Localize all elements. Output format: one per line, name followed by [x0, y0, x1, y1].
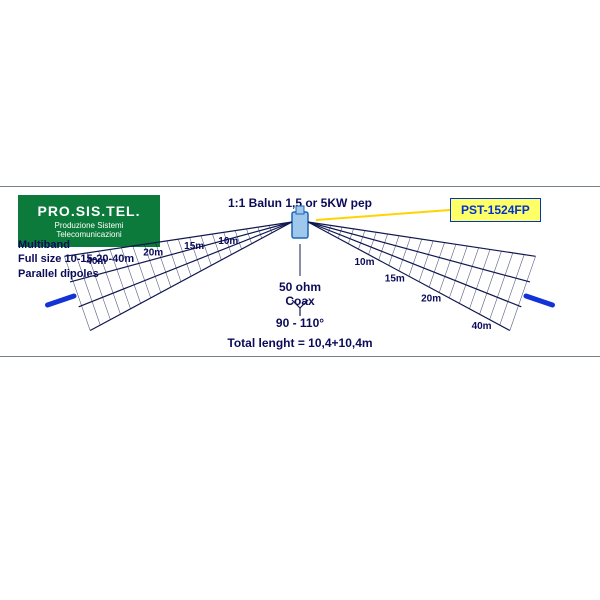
antenna-diagram-svg: 10m 15m 20m 40m 10m 15m 20m 40m — [0, 0, 600, 600]
svg-text:20m: 20m — [143, 247, 163, 258]
svg-text:40m: 40m — [472, 321, 492, 332]
diagram-canvas: PRO.SIS.TEL. Produzione Sistemi Telecomu… — [0, 0, 600, 600]
svg-text:15m: 15m — [385, 274, 405, 285]
svg-text:10m: 10m — [355, 257, 375, 268]
svg-text:10m: 10m — [218, 236, 238, 247]
svg-text:15m: 15m — [184, 241, 204, 252]
svg-text:20m: 20m — [421, 294, 441, 305]
svg-text:40m: 40m — [86, 256, 106, 267]
